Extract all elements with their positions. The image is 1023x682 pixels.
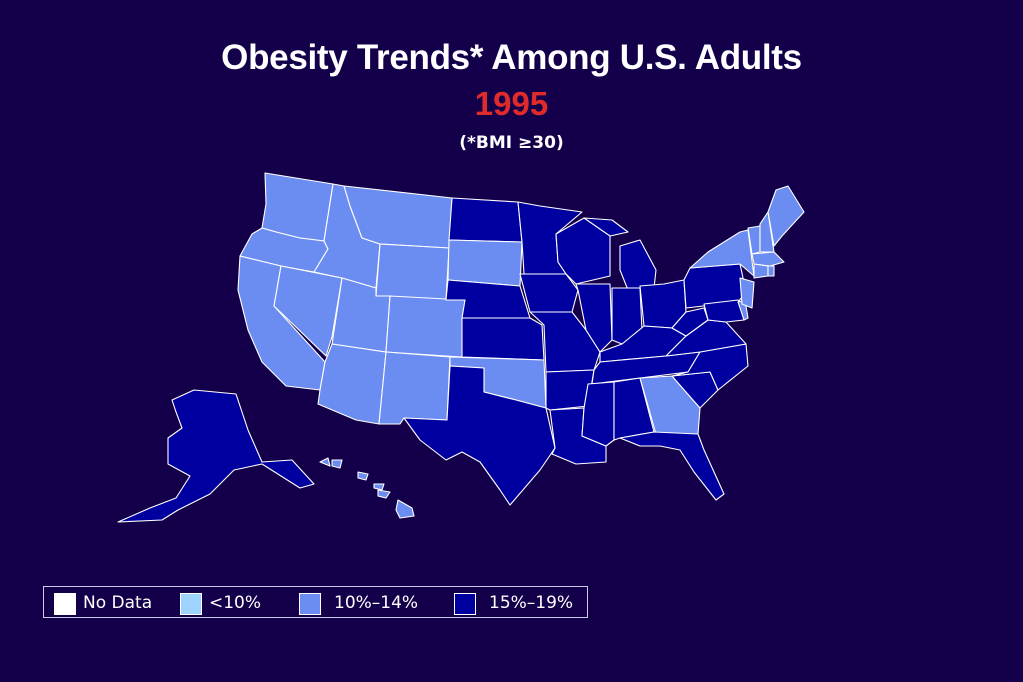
state-ms xyxy=(581,381,615,447)
legend-label-no-data: No Data xyxy=(83,593,153,613)
legend-swatch-no-data xyxy=(54,593,76,615)
state-hi xyxy=(319,457,415,519)
state-nm xyxy=(378,351,451,425)
state-az xyxy=(317,343,387,425)
state-ga xyxy=(639,375,701,435)
state-ri xyxy=(767,265,775,277)
state-ia xyxy=(519,273,579,313)
legend-swatch-lt10 xyxy=(180,593,202,615)
state-me xyxy=(767,185,805,247)
state-md xyxy=(703,299,745,323)
state-co xyxy=(385,295,466,358)
legend-label-lt10: <10% xyxy=(209,593,262,613)
legend: No Data <10% 10%–14% 15%–19% xyxy=(43,586,588,618)
state-ak xyxy=(117,389,315,523)
legend-swatch-10-14 xyxy=(299,593,321,615)
state-mo xyxy=(529,311,601,373)
state-ks xyxy=(461,317,545,361)
map-year: 1995 xyxy=(474,85,549,122)
state-ar xyxy=(545,369,595,411)
legend-label-15-19: 15%–19% xyxy=(489,593,574,613)
state-nd xyxy=(448,197,523,243)
state-wy xyxy=(375,243,450,301)
state-nj xyxy=(739,277,755,309)
map-title: Obesity Trends* Among U.S. Adults xyxy=(221,38,802,77)
state-ma xyxy=(751,251,785,267)
state-tx xyxy=(403,365,556,506)
legend-swatch-15-19 xyxy=(454,593,476,615)
state-sd xyxy=(447,239,523,287)
state-fl xyxy=(619,431,725,501)
legend-label-10-14: 10%–14% xyxy=(334,593,419,613)
state-ct xyxy=(753,263,769,279)
map-subtitle: (*BMI ≥30) xyxy=(459,133,564,153)
